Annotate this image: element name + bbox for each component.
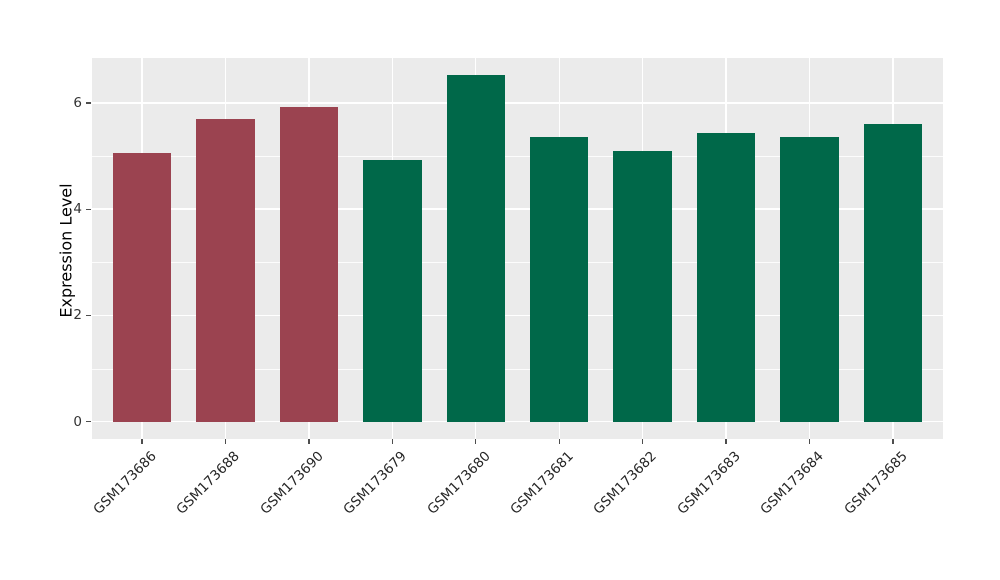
x-tick-label-GSM173682: GSM173682	[590, 448, 661, 518]
x-tick-label-GSM173684: GSM173684	[757, 448, 828, 518]
x-tick-mark-GSM173686	[141, 439, 143, 444]
x-tick-mark-GSM173683	[725, 439, 727, 444]
x-tick-mark-GSM173681	[558, 439, 560, 444]
x-tick-mark-GSM173679	[391, 439, 393, 444]
bar-GSM173690	[279, 106, 339, 422]
gridline-major-y6	[92, 102, 943, 104]
bar-GSM173682	[613, 150, 672, 422]
x-tick-label-GSM173688: GSM173688	[173, 448, 244, 518]
bar-GSM173684	[780, 137, 839, 422]
gridline-major-y4	[92, 208, 943, 210]
x-tick-mark-GSM173680	[475, 439, 477, 444]
gridline-minor-y3	[92, 262, 943, 264]
y-tick-mark-0	[86, 421, 91, 423]
bar-GSM173681	[530, 137, 589, 422]
y-tick-mark-2	[86, 314, 91, 317]
bar-GSM173685	[863, 124, 923, 422]
bar-GSM173686	[112, 153, 172, 422]
y-axis-title: Expression Level	[56, 183, 76, 318]
x-tick-mark-GSM173690	[308, 439, 310, 444]
bar-GSM173679	[363, 159, 422, 422]
x-tick-mark-GSM173685	[892, 439, 894, 444]
y-tick-mark-6	[86, 102, 91, 104]
x-tick-label-GSM173685: GSM173685	[841, 448, 911, 518]
bar-GSM173683	[696, 133, 756, 422]
y-tick-label-2: 2	[73, 307, 82, 324]
x-tick-mark-GSM173688	[224, 439, 227, 444]
x-tick-label-GSM173683: GSM173683	[674, 448, 744, 518]
x-tick-label-GSM173686: GSM173686	[90, 448, 160, 518]
y-tick-label-4: 4	[73, 201, 82, 218]
x-tick-label-GSM173679: GSM173679	[340, 448, 410, 518]
gridline-minor-y1	[92, 368, 943, 370]
bar-GSM173688	[196, 118, 255, 422]
x-tick-mark-GSM173682	[642, 439, 644, 444]
x-tick-label-GSM173681: GSM173681	[507, 448, 577, 518]
x-tick-mark-GSM173684	[808, 439, 811, 444]
gridline-major-y0	[92, 421, 943, 423]
gridline-minor-y5	[92, 156, 943, 157]
bar-GSM173680	[446, 75, 505, 422]
x-tick-label-GSM173680: GSM173680	[423, 448, 494, 518]
plot-panel	[92, 58, 943, 439]
x-tick-label-GSM173690: GSM173690	[257, 448, 327, 518]
gridline-major-y2	[92, 314, 943, 317]
y-tick-label-6: 6	[73, 94, 82, 111]
y-tick-label-0: 0	[73, 413, 82, 430]
y-tick-mark-4	[86, 208, 91, 210]
